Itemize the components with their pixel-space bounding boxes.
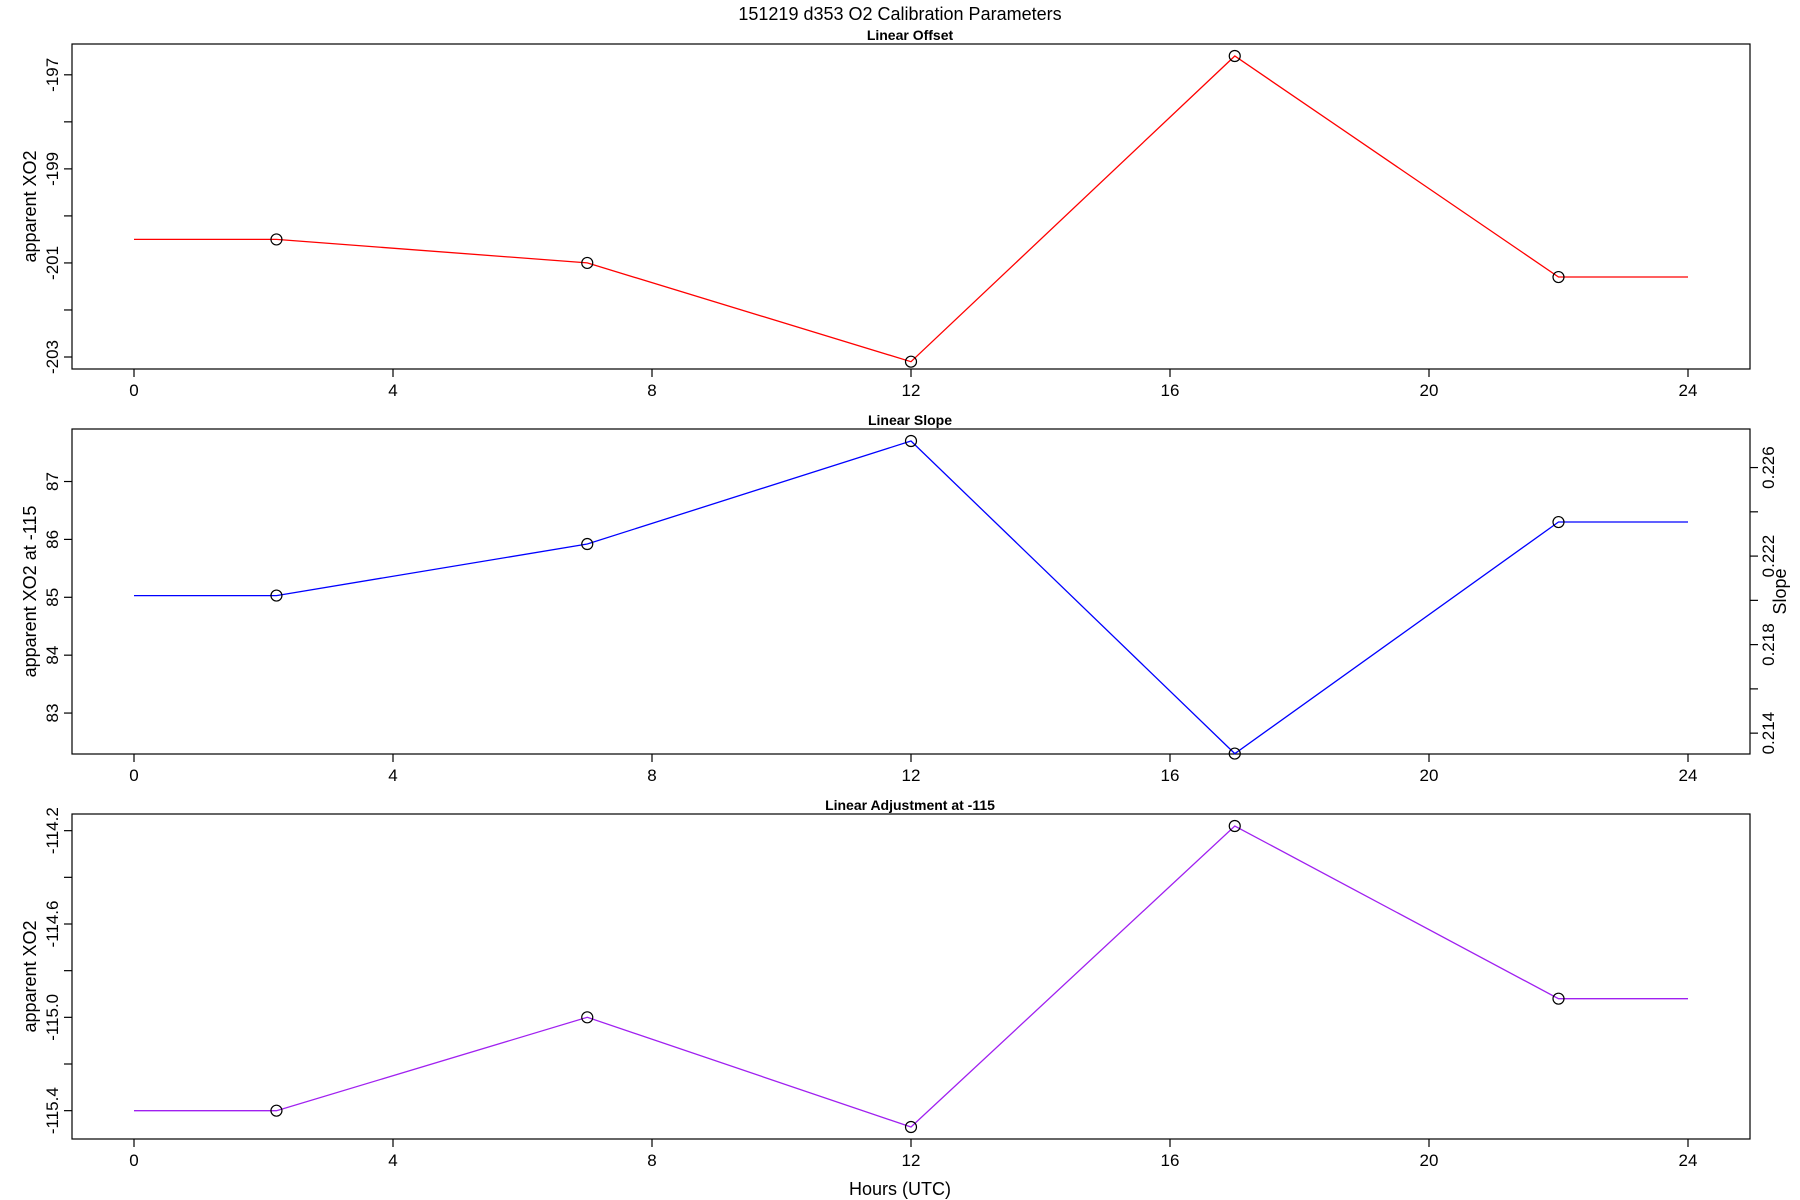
x-tick-label: 0 [129,1151,138,1170]
data-point [270,233,283,246]
y-tick-label: -115.4 [43,1087,62,1134]
y-tick-label: 86 [43,530,62,549]
plot-frame [71,428,1751,755]
y-tick-label: -201 [43,246,62,280]
series-line [134,55,1688,363]
data-point [904,434,918,448]
y-axis-label: apparent XO2 [20,150,40,262]
y-tick-label: -114.2 [43,807,62,854]
y-axis-label: apparent XO2 [20,920,40,1032]
x-tick-label: 12 [902,766,921,785]
x-tick-label: 24 [1679,1151,1698,1170]
data-point [270,1104,283,1117]
y-tick-label: -199 [43,152,62,186]
main-title: 151219 d353 O2 Calibration Parameters [738,4,1061,24]
x-tick-label: 16 [1161,1151,1180,1170]
data-point [1228,819,1241,833]
x-tick-label: 4 [388,766,397,785]
data-point [904,355,918,368]
panel-2: Linear Slope 0 4 8 12 16 20 24 83 84 85 86 87apparen… [20,412,1790,785]
y-tick-label: 84 [43,646,62,665]
y-tick-label: -203 [43,340,62,374]
y-axis-label: apparent XO2 at -115 [20,506,40,678]
y-tick-label: -114.6 [43,901,62,948]
x-tick-label: 8 [647,381,656,400]
y-tick-label: -115.0 [43,994,62,1041]
x-axis-label: Hours (UTC) [849,1179,951,1199]
y-tick-label: -197 [43,58,62,92]
y-tick-label: 83 [43,704,62,723]
data-point [581,1011,594,1024]
chart-panels: Linear Offset 0 4 8 12 16 20 24 -197 -199 -201 -203… [20,27,1790,1170]
y2-tick-label: 0.218 [1759,623,1778,666]
x-tick-label: 12 [902,1151,921,1170]
series-line [134,440,1688,755]
x-tick-label: 8 [647,1151,656,1170]
plot-frame [71,813,1751,1140]
data-point [581,256,594,270]
data-point [270,589,283,602]
panel-title: Linear Slope [868,412,952,428]
panel-1: Linear Offset 0 4 8 12 16 20 24 -197 -199 -201 -203… [20,27,1751,400]
y-tick-label: 87 [43,472,62,491]
plot-frame [71,43,1751,370]
data-point [581,537,594,551]
x-tick-label: 20 [1420,1151,1439,1170]
y2-tick-label: 0.226 [1759,446,1778,489]
x-tick-label: 0 [129,381,138,400]
x-tick-label: 4 [388,381,397,400]
data-point [1552,992,1565,1005]
x-tick-label: 16 [1161,381,1180,400]
x-tick-label: 16 [1161,766,1180,785]
panel-title: Linear Adjustment at -115 [825,797,995,813]
data-point [1228,49,1241,63]
y2-axis-label: Slope [1770,568,1790,614]
panel-3: Linear Adjustment at -115 0 4 8 12 16 20 24 -114… [20,797,1751,1170]
x-tick-label: 0 [129,766,138,785]
y2-tick-label: 0.214 [1759,712,1778,755]
x-tick-label: 12 [902,381,921,400]
data-point [1552,515,1565,529]
x-tick-label: 4 [388,1151,397,1170]
y2-tick-label: 0.222 [1759,535,1778,578]
x-tick-label: 20 [1420,381,1439,400]
x-tick-label: 8 [647,766,656,785]
x-tick-label: 20 [1420,766,1439,785]
data-point [904,1120,918,1134]
x-tick-label: 24 [1679,766,1698,785]
x-tick-label: 24 [1679,381,1698,400]
data-point [1228,747,1241,760]
panel-title: Linear Offset [867,27,954,43]
y-tick-label: 85 [43,588,62,607]
series-line [134,825,1688,1128]
data-point [1552,270,1565,284]
